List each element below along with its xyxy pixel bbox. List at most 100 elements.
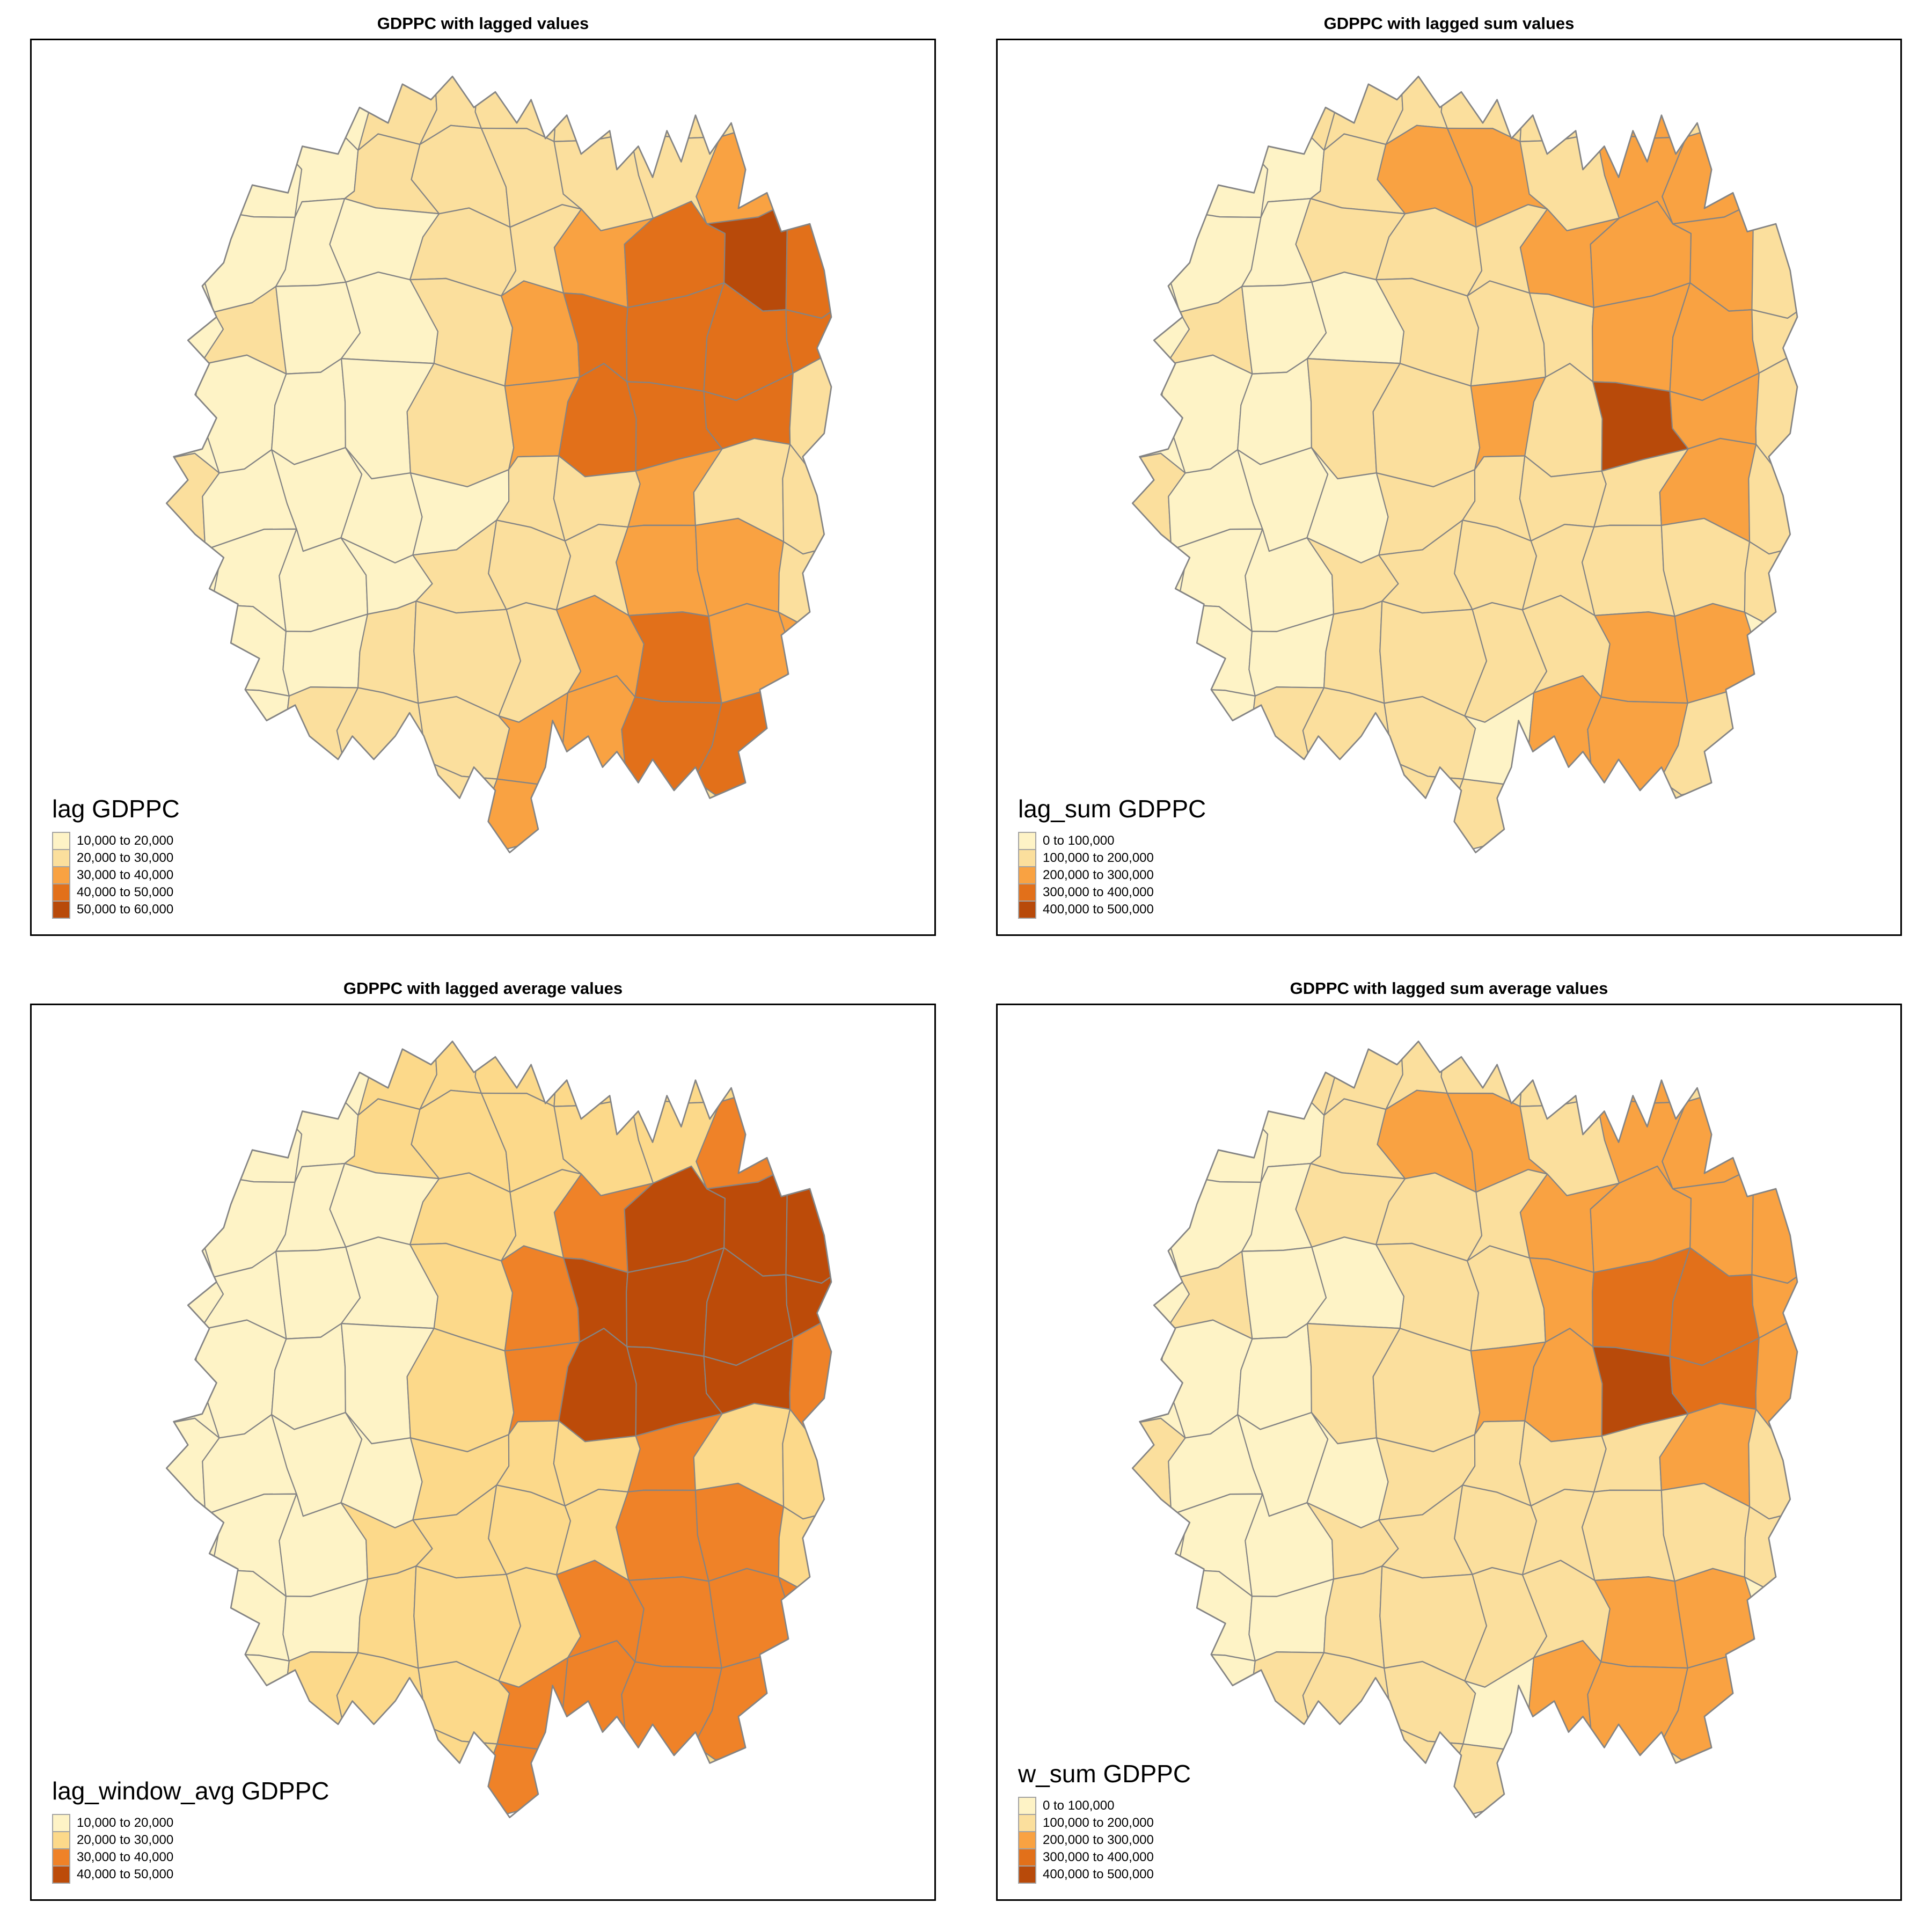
legend-row: 40,000 to 50,000: [52, 1865, 173, 1884]
county: [1132, 1642, 1191, 1763]
legend-swatch: [1018, 849, 1036, 867]
county: [357, 600, 419, 704]
legend-row: 400,000 to 500,000: [1018, 1865, 1154, 1884]
county: [1735, 1657, 1798, 1760]
legend-label: 0 to 100,000: [1043, 833, 1115, 848]
county: [1593, 76, 1687, 139]
county: [759, 771, 832, 853]
legend-swatch: [52, 883, 70, 902]
county: [769, 692, 832, 795]
county: [196, 1041, 290, 1116]
county: [1518, 1041, 1601, 1107]
county: [166, 1086, 215, 1175]
legend-swatch: [52, 1814, 70, 1832]
county: [192, 787, 272, 853]
county: [1735, 130, 1798, 214]
county: [265, 768, 369, 853]
county: [1755, 1322, 1798, 1437]
county: [789, 357, 832, 472]
county: [1132, 121, 1181, 210]
legend-swatch: [52, 1848, 70, 1867]
legend-row: 30,000 to 40,000: [52, 866, 173, 884]
panel-w-sum-gdppc: GDPPC with lagged sum average values w_s…: [996, 969, 1902, 1901]
county: [1518, 76, 1601, 142]
county: [1162, 1041, 1256, 1116]
county: [1231, 768, 1335, 853]
county: [1755, 357, 1798, 472]
legend-title: lag_sum GDPPC: [1018, 795, 1206, 823]
county: [696, 125, 796, 225]
map-legend: lag_sum GDPPC 0 to 100,000 100,000 to 200…: [1018, 794, 1206, 921]
county: [1165, 121, 1269, 218]
map-frame: w_sum GDPPC 0 to 100,000 100,000 to 200,0…: [996, 1004, 1902, 1901]
legend-label: 20,000 to 30,000: [77, 1833, 174, 1847]
province-outline: [165, 75, 832, 853]
county: [199, 1086, 303, 1183]
legend-label: 10,000 to 20,000: [77, 1816, 174, 1830]
county: [789, 1322, 832, 1437]
county: [1132, 1041, 1176, 1117]
panel-title: GDPPC with lagged values: [377, 14, 589, 33]
county: [166, 1161, 215, 1278]
legend-row: 20,000 to 30,000: [52, 849, 173, 867]
legend-swatch: [1018, 1797, 1036, 1815]
county: [1311, 763, 1400, 853]
county: [1231, 1733, 1335, 1818]
county: [1132, 1086, 1181, 1175]
county: [1589, 1744, 1682, 1817]
county: [1443, 778, 1550, 853]
county: [166, 1568, 215, 1658]
county: [1323, 1565, 1385, 1669]
legend-swatch: [1018, 832, 1036, 850]
county: [1517, 1746, 1615, 1818]
legend-label: 40,000 to 50,000: [77, 885, 174, 899]
legend-row: 50,000 to 60,000: [52, 901, 173, 919]
county: [623, 1744, 716, 1817]
map-frame: lag_window_avg GDPPC 10,000 to 20,000 20,…: [30, 1004, 936, 1901]
county: [1735, 1041, 1798, 1111]
legend-row: 100,000 to 200,000: [1018, 1814, 1154, 1832]
county: [785, 1160, 832, 1284]
legend-swatch: [1018, 1814, 1036, 1832]
legend-swatch: [52, 866, 70, 884]
county: [1662, 125, 1762, 225]
county: [1673, 1041, 1762, 1111]
legend-swatch: [1018, 1865, 1036, 1884]
legend-label: 0 to 100,000: [1043, 1798, 1115, 1813]
legend-label: 300,000 to 400,000: [1043, 1850, 1154, 1864]
county: [1662, 1089, 1762, 1190]
county: [1744, 541, 1798, 630]
legend-row: 20,000 to 30,000: [52, 1831, 173, 1849]
county: [1443, 1743, 1550, 1818]
county: [166, 196, 215, 313]
county: [211, 687, 290, 798]
county: [345, 763, 434, 853]
map-frame: lag_sum GDPPC 0 to 100,000 100,000 to 200…: [996, 39, 1902, 936]
map-legend: lag GDPPC 10,000 to 20,000 20,000 to 30,0…: [52, 794, 180, 921]
county: [1735, 692, 1798, 795]
county: [166, 76, 210, 152]
panel-title: GDPPC with lagged sum average values: [1290, 979, 1608, 998]
county: [1132, 76, 1176, 152]
legend-row: 10,000 to 20,000: [52, 1814, 173, 1832]
legend-row: 0 to 100,000: [1018, 1797, 1154, 1815]
map-legend: w_sum GDPPC 0 to 100,000 100,000 to 200,0…: [1018, 1759, 1191, 1886]
map-legend: lag_window_avg GDPPC 10,000 to 20,000 20,…: [52, 1776, 330, 1886]
county: [551, 781, 649, 853]
county: [778, 1506, 832, 1594]
legend-row: 300,000 to 400,000: [1018, 883, 1154, 902]
county: [1132, 603, 1181, 693]
county: [166, 1041, 210, 1117]
county: [1744, 610, 1798, 716]
legend-label: 40,000 to 50,000: [77, 1867, 174, 1882]
county: [696, 1089, 796, 1190]
county: [1132, 677, 1191, 798]
county: [552, 76, 635, 142]
legend-label: 30,000 to 40,000: [77, 868, 174, 882]
legend-title: w_sum GDPPC: [1018, 1760, 1191, 1788]
county: [769, 1095, 832, 1179]
province-outline: [1131, 75, 1798, 853]
county: [1379, 1565, 1488, 1682]
county: [628, 611, 722, 704]
legend-swatch: [52, 1865, 70, 1884]
